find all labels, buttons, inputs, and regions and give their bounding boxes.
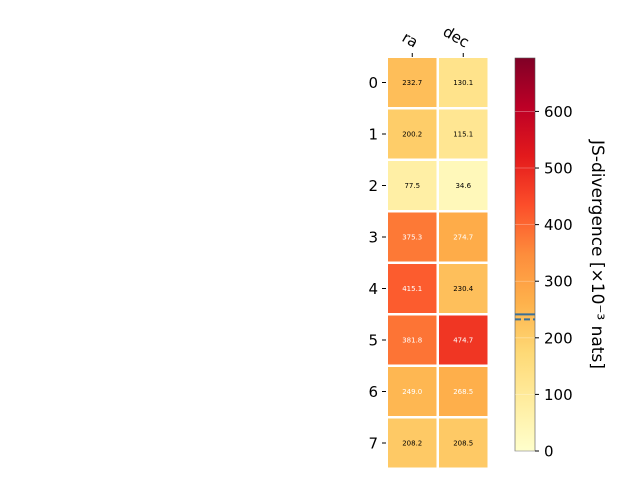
heatmap-cell: [439, 161, 488, 210]
colorbar: 0 100 200 300 400 500 600 JS-divergence [×10⁻³ …: [514, 57, 607, 461]
cell-value-label: 474.7: [453, 337, 473, 345]
y-tick-label: 6: [368, 383, 378, 401]
x-tick-label: ra: [399, 28, 421, 51]
heatmap-cell: [388, 315, 437, 365]
cell-value-label: 230.4: [453, 285, 474, 293]
cell-value-label: 274.7: [453, 234, 473, 242]
cell-value-label: 200.2: [402, 131, 422, 139]
cell-value-label: 130.1: [453, 79, 473, 87]
x-tick-label: dec: [440, 22, 472, 51]
y-tick-label: 5: [368, 332, 378, 350]
heatmap-cells: 232.7 130.1 200.2 115.1 77.5 34.6 375.3 274.7 41…: [388, 58, 488, 468]
cell-value-label: 208.5: [453, 440, 473, 448]
cell-value-label: 115.1: [453, 131, 473, 139]
cell-value-label: 77.5: [404, 182, 420, 190]
heatmap-cell: [388, 161, 437, 210]
y-tick-label: 4: [368, 280, 378, 298]
cell-value-label: 381.8: [402, 337, 422, 345]
heatmap-cell: [388, 58, 437, 107]
y-axis: 0 1 2 3 4 5 6 7: [368, 74, 386, 453]
heatmap-cell: [439, 58, 488, 107]
x-axis: ra dec: [399, 22, 472, 57]
y-tick-label: 0: [368, 74, 378, 92]
cell-value-label: 249.0: [402, 388, 422, 396]
cell-value-label: 232.7: [402, 79, 422, 87]
colorbar-tick-label: 200: [544, 329, 573, 347]
cell-value-label: 208.2: [402, 440, 422, 448]
colorbar-gradient: [514, 57, 536, 452]
heatmap-cell: [439, 367, 488, 416]
cell-value-label: 375.3: [402, 234, 422, 242]
heatmap-cell: [388, 418, 437, 468]
colorbar-label: JS-divergence [×10⁻³ nats]: [587, 139, 607, 369]
colorbar-tick-label: 600: [544, 103, 573, 121]
heatmap-cell: [388, 367, 437, 416]
heatmap-cell: [388, 264, 437, 313]
colorbar-tick-label: 400: [544, 216, 573, 234]
heatmap-cell: [388, 109, 437, 159]
cell-value-label: 268.5: [453, 388, 473, 396]
y-tick-label: 3: [368, 229, 378, 247]
cell-value-label: 415.1: [402, 285, 422, 293]
colorbar-tick-label: 300: [544, 273, 573, 291]
heatmap-cell: [439, 212, 488, 262]
heatmap-cell: [439, 109, 488, 159]
heatmap-cell: [439, 264, 488, 313]
colorbar-tick-label: 500: [544, 160, 573, 178]
y-tick-label: 7: [368, 435, 378, 453]
y-tick-label: 2: [368, 177, 378, 195]
heatmap-cell: [439, 315, 488, 365]
colorbar-tick-label: 100: [544, 386, 573, 404]
heatmap-cell: [388, 212, 437, 262]
cell-value-label: 34.6: [455, 182, 471, 190]
colorbar-tick-label: 0: [544, 443, 554, 461]
y-tick-label: 1: [368, 126, 378, 144]
heatmap-cell: [439, 418, 488, 468]
